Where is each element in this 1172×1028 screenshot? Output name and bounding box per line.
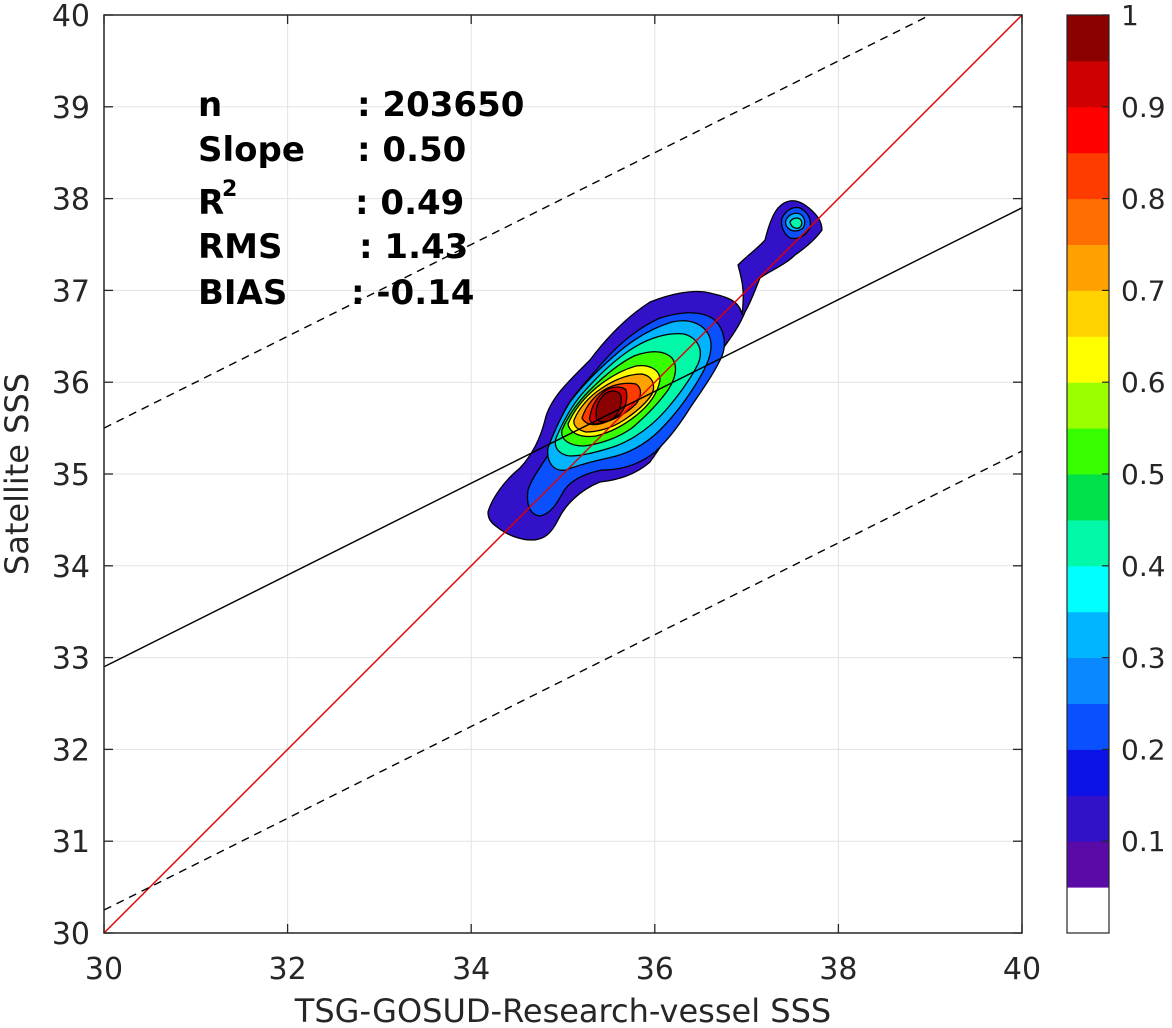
stat-slope-label: Slope <box>198 130 305 170</box>
colorbar-tick-label: 0.2 <box>1121 733 1166 766</box>
x-tick-label: 30 <box>85 952 123 987</box>
colorbar-segment <box>1067 244 1109 291</box>
colorbar-segment <box>1067 474 1109 521</box>
y-tick-label: 40 <box>52 0 90 34</box>
colorbar-segment <box>1067 519 1109 567</box>
colorbar-tick-label: 0.1 <box>1121 825 1166 858</box>
density-contours <box>487 200 823 541</box>
colorbar <box>1067 15 1109 934</box>
x-axis-label: TSG-GOSUD-Research-vessel SSS <box>294 992 831 1028</box>
line-lower-bound <box>104 450 1022 911</box>
stat-bias-label: BIAS <box>198 273 287 313</box>
y-tick-label: 36 <box>52 366 90 401</box>
colorbar-segment <box>1067 703 1109 750</box>
stat-r2-value: : 0.49 <box>355 183 464 223</box>
y-tick-label: 34 <box>52 550 90 585</box>
stat-r2-label: R <box>198 183 224 223</box>
colorbar-segment <box>1067 382 1109 429</box>
stat-slope-value: : 0.50 <box>357 130 466 170</box>
colorbar-segment <box>1067 657 1109 704</box>
colorbar-segment <box>1067 841 1109 888</box>
colorbar-segment <box>1067 106 1109 154</box>
line-regression <box>104 207 1022 668</box>
y-axis-label: Satellite SSS <box>0 373 36 575</box>
reference-lines <box>104 15 1022 933</box>
x-tick-label: 32 <box>269 952 307 987</box>
colorbar-tick-label: 0.7 <box>1121 274 1166 307</box>
y-tick-label: 33 <box>52 642 90 677</box>
y-tick-label: 38 <box>52 183 90 218</box>
stat-rms-label: RMS <box>198 227 283 267</box>
colorbar-tick-label: 0.5 <box>1121 458 1166 491</box>
stat-r2-superscript: 2 <box>222 177 237 202</box>
x-tick-label: 38 <box>819 952 857 987</box>
y-tick-label: 35 <box>52 458 90 493</box>
colorbar-segment <box>1067 198 1109 245</box>
stat-n-label: n <box>198 85 222 125</box>
colorbar-tick-label: 0.6 <box>1121 366 1166 399</box>
secondary-peak-inner <box>789 217 803 229</box>
colorbar-tick-label: 1 <box>1121 0 1139 32</box>
colorbar-segment <box>1067 60 1109 108</box>
y-tick-label: 32 <box>52 733 90 768</box>
y-tick-labels: 30 31 32 33 34 35 36 37 38 39 40 <box>52 0 90 952</box>
colorbar-segment <box>1067 795 1109 842</box>
x-tick-label: 40 <box>1003 952 1041 987</box>
stat-bias-value: : -0.14 <box>351 273 474 313</box>
line-upper-bound <box>104 15 932 429</box>
colorbar-tick-label: 0.8 <box>1121 183 1166 216</box>
colorbar-tick-label: 0.3 <box>1121 642 1166 675</box>
y-tick-label: 30 <box>52 917 90 952</box>
x-tick-labels: 30 32 34 36 38 40 <box>85 952 1041 987</box>
colorbar-segment <box>1067 887 1109 934</box>
colorbar-segment <box>1067 428 1109 475</box>
line-1-1 <box>104 15 1022 933</box>
contour-level-10 <box>595 390 622 423</box>
grid-lines <box>103 14 1023 934</box>
colorbar-tick-label: 0.9 <box>1121 91 1166 124</box>
colorbar-segment <box>1067 749 1109 796</box>
x-tick-label: 34 <box>452 952 490 987</box>
colorbar-segment <box>1067 152 1109 200</box>
y-tick-label: 37 <box>52 274 90 309</box>
colorbar-segment <box>1067 15 1109 62</box>
y-tick-label: 31 <box>52 825 90 860</box>
colorbar-ticks: 0.1 0.2 0.3 0.4 0.5 0.6 0.7 0.8 0.9 1 <box>1102 0 1166 858</box>
colorbar-segment <box>1067 565 1109 613</box>
axis-ticks <box>103 14 1023 934</box>
colorbar-segment <box>1067 611 1109 659</box>
stat-n-value: : 203650 <box>357 85 524 125</box>
y-tick-label: 39 <box>52 91 90 126</box>
colorbar-segment <box>1067 290 1109 337</box>
stat-rms-value: : 1.43 <box>359 227 468 267</box>
x-tick-label: 36 <box>636 952 674 987</box>
stats-box: n : 203650 Slope : 0.50 R 2 : 0.49 RMS :… <box>198 85 524 313</box>
colorbar-tick-label: 0.4 <box>1121 550 1166 583</box>
colorbar-segment <box>1067 336 1109 383</box>
